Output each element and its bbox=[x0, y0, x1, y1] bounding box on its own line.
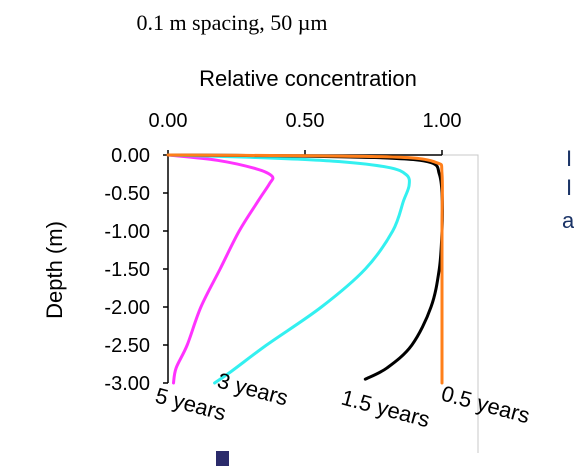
chart-title: 0.1 m spacing, 50 µm bbox=[136, 10, 327, 35]
x-tick-label: 0.00 bbox=[149, 110, 188, 132]
series-line-3 bbox=[166, 153, 444, 385]
x-tick-label: 1.00 bbox=[423, 110, 462, 132]
y-tick-label: -1.50 bbox=[104, 259, 150, 281]
x-axis-label: Relative concentration bbox=[199, 66, 417, 91]
series-line-2 bbox=[166, 153, 444, 381]
y-tick-label: -2.00 bbox=[104, 297, 150, 319]
series-lines bbox=[166, 153, 444, 385]
partial-text-1: I bbox=[566, 146, 572, 171]
series-line-1 bbox=[166, 153, 411, 385]
marker-square bbox=[216, 451, 229, 466]
y-tick-label: -1.00 bbox=[104, 221, 150, 243]
y-tick-label: -2.50 bbox=[104, 335, 150, 357]
label-0-5-years: 0.5 years bbox=[439, 381, 533, 429]
y-tick-label: -0.50 bbox=[104, 183, 150, 205]
y-tick-label: -3.00 bbox=[104, 373, 150, 395]
partial-text-2: I bbox=[566, 175, 572, 200]
x-ticks: 0.00 0.50 1.00 bbox=[149, 110, 462, 155]
y-tick-label: 0.00 bbox=[111, 145, 150, 167]
partial-text-3: a bbox=[562, 208, 574, 233]
y-ticks: 0.00 -0.50 -1.00 -1.50 -2.00 -2.50 -3.00 bbox=[104, 145, 168, 395]
label-1-5-years: 1.5 years bbox=[339, 385, 433, 433]
y-axis-label: Depth (m) bbox=[42, 221, 67, 319]
x-tick-label: 0.50 bbox=[286, 110, 325, 132]
series-line-0 bbox=[166, 153, 275, 385]
